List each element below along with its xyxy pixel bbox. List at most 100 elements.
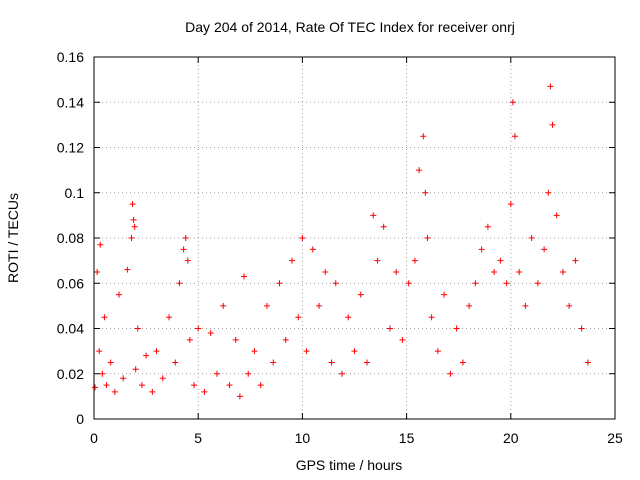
data-point	[374, 257, 381, 264]
data-point	[186, 336, 193, 343]
data-point	[316, 302, 323, 309]
data-point	[94, 268, 101, 275]
data-point	[96, 348, 103, 355]
data-point	[393, 268, 400, 275]
data-point	[459, 359, 466, 366]
data-point	[559, 268, 566, 275]
y-tick-label: 0.1	[65, 185, 85, 201]
data-point	[497, 257, 504, 264]
data-point	[159, 375, 166, 382]
x-tick-label: 5	[194, 430, 202, 446]
data-point	[549, 121, 556, 128]
data-point	[120, 375, 127, 382]
data-point	[484, 223, 491, 230]
data-point	[172, 359, 179, 366]
y-tick-label: 0.02	[57, 366, 84, 382]
data-point	[472, 280, 479, 287]
data-point	[111, 388, 118, 395]
data-point	[522, 302, 529, 309]
y-tick-label: 0.14	[57, 94, 84, 110]
data-point	[453, 325, 460, 332]
data-point	[553, 212, 560, 219]
data-point	[434, 348, 441, 355]
data-point	[299, 235, 306, 241]
data-point	[101, 314, 108, 321]
data-point	[370, 212, 377, 219]
y-tick-label: 0	[76, 411, 84, 427]
data-point	[143, 352, 150, 359]
data-point	[509, 99, 516, 106]
data-point	[351, 348, 358, 355]
data-point	[288, 257, 295, 264]
y-tick-label: 0.04	[57, 321, 84, 337]
data-point	[138, 382, 145, 389]
data-point	[220, 302, 227, 309]
data-point	[153, 348, 160, 355]
data-point	[207, 330, 214, 337]
data-point	[541, 246, 548, 253]
data-point	[226, 382, 233, 389]
data-point	[245, 370, 252, 377]
data-point	[428, 314, 435, 321]
data-point	[364, 359, 371, 366]
data-point	[232, 336, 239, 343]
data-points	[92, 83, 591, 400]
data-point	[584, 359, 591, 366]
data-point	[201, 388, 208, 395]
data-point	[424, 235, 431, 241]
data-point	[399, 336, 406, 343]
y-tick-label: 0.12	[57, 140, 84, 156]
data-point	[534, 280, 541, 287]
data-point	[345, 314, 352, 321]
data-point	[566, 302, 573, 309]
data-point	[213, 370, 220, 377]
x-tick-label: 10	[295, 430, 311, 446]
x-tick-label: 0	[90, 430, 98, 446]
data-point	[303, 348, 310, 355]
data-point	[282, 336, 289, 343]
data-point	[441, 291, 448, 298]
data-point	[507, 201, 514, 208]
data-point	[491, 268, 498, 275]
x-tick-label: 15	[399, 430, 415, 446]
data-point	[380, 223, 387, 230]
data-point	[176, 280, 183, 287]
data-point	[405, 280, 412, 287]
data-point	[195, 325, 202, 332]
data-point	[545, 189, 552, 196]
y-tick-label: 0.06	[57, 275, 84, 291]
data-point	[182, 235, 189, 241]
data-point	[478, 246, 485, 253]
data-point	[99, 370, 106, 377]
data-point	[332, 280, 339, 287]
data-point	[166, 314, 173, 321]
data-point	[180, 246, 187, 253]
x-axis-label: GPS time / hours	[296, 457, 403, 473]
data-point	[309, 246, 316, 253]
data-point	[466, 302, 473, 309]
data-point	[447, 370, 454, 377]
tick-labels: 0 0.02 0.04 0.06 0.08 0.1 0.12 0.14 0.16 0 5 10 15 20…	[57, 49, 623, 446]
data-point	[128, 235, 135, 241]
data-point	[503, 280, 510, 287]
data-point	[276, 280, 283, 287]
data-point	[270, 359, 277, 366]
data-point	[295, 314, 302, 321]
data-point	[132, 366, 139, 373]
data-point	[411, 257, 418, 264]
data-point	[116, 291, 123, 298]
data-point	[124, 266, 131, 273]
data-point	[420, 133, 427, 140]
x-tick-label: 20	[503, 430, 519, 446]
data-point	[263, 302, 270, 309]
plot-frame	[93, 56, 616, 420]
data-point	[97, 241, 104, 248]
data-point	[257, 382, 264, 389]
data-point	[236, 393, 243, 400]
data-point	[130, 216, 137, 223]
data-point	[416, 167, 423, 174]
data-point	[241, 273, 248, 280]
data-point	[107, 359, 114, 366]
data-point	[578, 325, 585, 332]
